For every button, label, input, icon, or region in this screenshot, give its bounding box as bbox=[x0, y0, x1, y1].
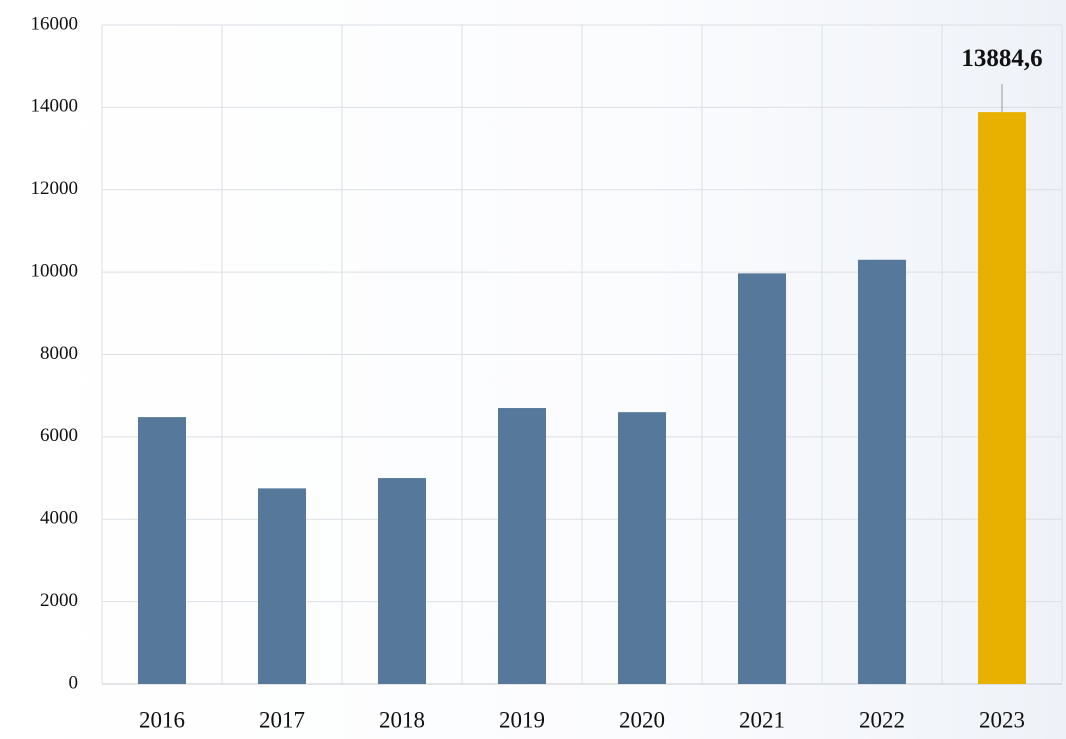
bar bbox=[258, 488, 306, 684]
y-tick-label: 2000 bbox=[40, 590, 78, 611]
bar bbox=[618, 412, 666, 684]
bar bbox=[858, 259, 906, 684]
x-tick-label: 2020 bbox=[619, 707, 665, 732]
y-tick-label: 14000 bbox=[31, 96, 79, 117]
bar bbox=[738, 273, 786, 684]
value-label: 13884,6 bbox=[961, 45, 1042, 72]
y-tick-label: 0 bbox=[69, 672, 79, 693]
x-tick-label: 2021 bbox=[739, 707, 785, 732]
y-tick-label: 16000 bbox=[31, 13, 79, 34]
x-tick-label: 2016 bbox=[139, 707, 185, 732]
y-tick-label: 4000 bbox=[40, 508, 78, 529]
y-tick-label: 8000 bbox=[40, 343, 78, 364]
bar bbox=[498, 408, 546, 684]
x-tick-label: 2022 bbox=[859, 707, 905, 732]
bar bbox=[378, 478, 426, 684]
x-tick-label: 2023 bbox=[979, 707, 1025, 732]
y-tick-label: 10000 bbox=[31, 260, 79, 281]
bar bbox=[138, 417, 186, 684]
x-tick-label: 2019 bbox=[499, 707, 545, 732]
bar bbox=[978, 112, 1026, 684]
x-tick-label: 2017 bbox=[259, 707, 305, 732]
y-tick-label: 12000 bbox=[31, 178, 79, 199]
x-tick-label: 2018 bbox=[379, 707, 425, 732]
y-tick-label: 6000 bbox=[40, 425, 78, 446]
